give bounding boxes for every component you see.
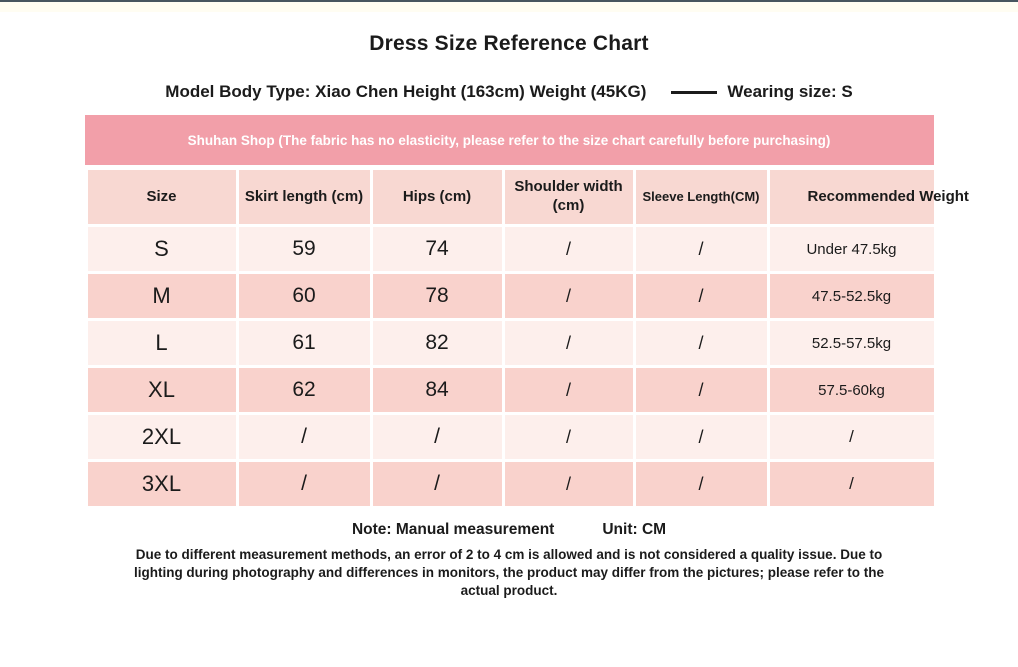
cell-skirt-length: 62	[238, 368, 370, 412]
cell-shoulder-width: /	[504, 415, 633, 459]
header-recommended-weight: Recommended Weight	[769, 170, 969, 224]
top-accent-band	[0, 2, 1018, 12]
header-skirt-length: Skirt length (cm)	[238, 170, 370, 224]
cell-shoulder-width: /	[504, 321, 633, 365]
cell-hips: 84	[372, 368, 502, 412]
cell-skirt-length: 59	[238, 227, 370, 271]
header-sleeve-length: Sleeve Length(CM)	[635, 170, 767, 224]
disclaimer-text: Due to different measurement methods, an…	[133, 547, 885, 599]
cell-hips: /	[372, 462, 502, 506]
cell-shoulder-width: /	[504, 462, 633, 506]
table-row-l: L 61 82//52.5-57.5kg	[87, 321, 934, 365]
cell-recommended-weight: 52.5-57.5kg	[769, 321, 934, 365]
cell-shoulder-width: /	[504, 227, 633, 271]
cell-shoulder-width: /	[504, 274, 633, 318]
cell-recommended-weight: 57.5-60kg	[769, 368, 934, 412]
cell-hips: /	[372, 415, 502, 459]
cell-skirt-length: 60	[238, 274, 370, 318]
divider-line	[671, 90, 718, 94]
header-shoulder-width: Shoulder width (cm)	[504, 170, 633, 224]
table-header-row: Size Skirt length (cm) Hips (cm) Shoulde…	[87, 170, 969, 224]
cell-sleeve-length: /	[635, 227, 767, 271]
shop-notice-banner: Shuhan Shop (The fabric has no elasticit…	[84, 115, 934, 165]
cell-size: S	[87, 227, 236, 271]
header-size: Size	[87, 170, 236, 224]
cell-recommended-weight: 47.5-52.5kg	[769, 274, 934, 318]
table-row-s: S 59 74// Under 47.5kg	[87, 227, 934, 271]
table-row-m: M 60 78//47.5-52.5kg	[87, 274, 934, 318]
cell-size: L	[87, 321, 236, 365]
cell-sleeve-length: /	[635, 274, 767, 318]
header-hips: Hips (cm)	[372, 170, 502, 224]
unit-text: Unit: CM	[602, 521, 667, 538]
cell-size: M	[87, 274, 236, 318]
cell-sleeve-length: /	[635, 368, 767, 412]
chart-content: Shuhan Shop (The fabric has no elasticit…	[84, 115, 969, 601]
cell-sleeve-length: /	[635, 321, 767, 365]
cell-size: XL	[87, 368, 236, 412]
cell-sleeve-length: /	[635, 415, 767, 459]
cell-shoulder-width: /	[504, 368, 633, 412]
cell-sleeve-length: /	[635, 462, 767, 506]
size-reference-table: Size Skirt length (cm) Hips (cm) Shoulde…	[84, 167, 969, 509]
cell-recommended-weight: Under 47.5kg	[769, 227, 934, 271]
cell-skirt-length: /	[238, 462, 370, 506]
cell-recommended-weight: /	[769, 462, 934, 506]
cell-recommended-weight: /	[769, 415, 934, 459]
cell-size: 3XL	[87, 462, 236, 506]
table-row-3xl: 3XL / / / / /	[87, 462, 934, 506]
cell-hips: 78	[372, 274, 502, 318]
model-info-row: Model Body Type: Xiao Chen Height (163cm…	[0, 82, 1018, 102]
model-info-text: Model Body Type: Xiao Chen Height (163cm…	[165, 82, 647, 101]
note-text: Note: Manual measurement	[351, 521, 555, 538]
wearing-size-text: Wearing size: S	[727, 82, 853, 101]
page-title: Dress Size Reference Chart	[369, 32, 649, 55]
cell-skirt-length: /	[238, 415, 370, 459]
table-row-xl: XL 62 84//57.5-60kg	[87, 368, 934, 412]
cell-size: 2XL	[87, 415, 236, 459]
cell-skirt-length: 61	[238, 321, 370, 365]
cell-hips: 82	[372, 321, 502, 365]
cell-hips: 74	[372, 227, 502, 271]
note-row: Note: Manual measurement Unit: CM	[85, 521, 934, 539]
table-row-2xl: 2XL / / / / /	[87, 415, 934, 459]
